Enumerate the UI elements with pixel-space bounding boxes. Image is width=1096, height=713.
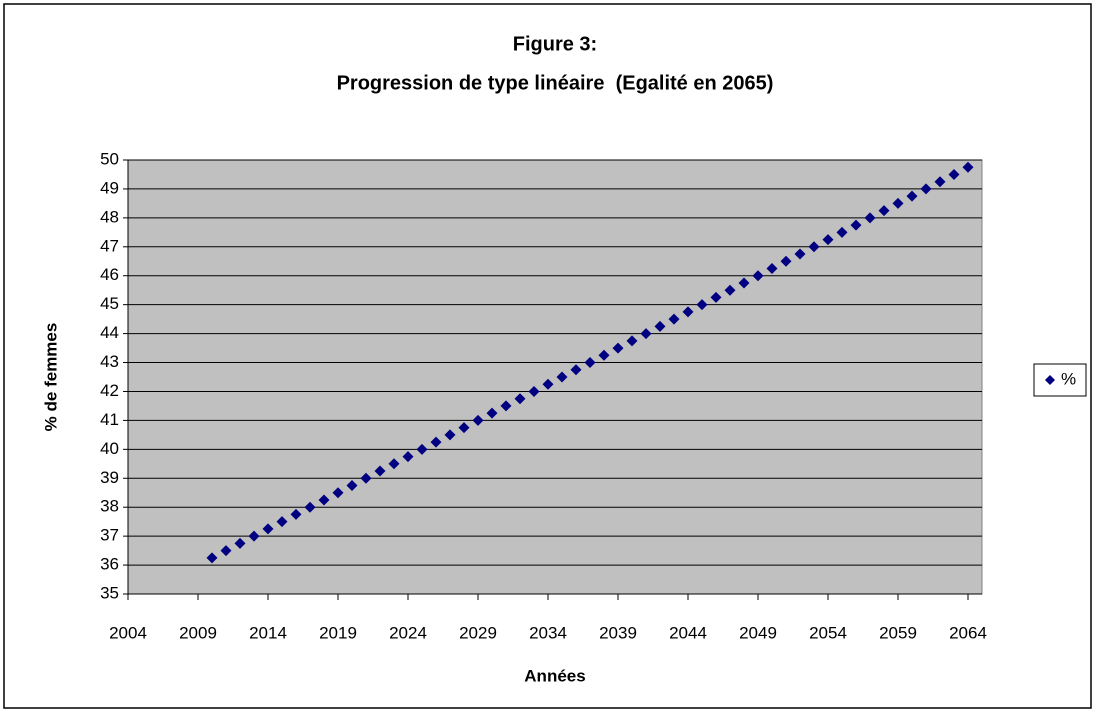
point [654,320,666,332]
y-tick-label: 47 [100,236,119,255]
x-tick-label: 2019 [319,623,357,642]
point [948,168,960,180]
point [808,241,820,253]
point [332,487,344,499]
point [388,458,400,470]
point [430,436,442,448]
y-tick-label: 50 [100,149,119,168]
point [402,451,414,463]
point [290,508,302,520]
x-tick-label: 2064 [949,623,987,642]
point [794,248,806,260]
point [766,263,778,274]
point [962,161,974,173]
point [710,291,722,303]
x-tick-label: 2034 [529,623,567,642]
x-tick-label: 2044 [669,623,707,642]
point [598,349,610,361]
y-tick-label: 48 [100,207,119,226]
x-tick-label: 2004 [109,623,147,642]
point [612,342,624,354]
point [850,219,862,231]
y-tick-label: 37 [100,526,119,545]
y-tick-label: 43 [100,352,119,371]
point [206,552,218,564]
x-tick-label: 2054 [809,623,847,642]
point [640,328,652,340]
y-tick-label: 39 [100,468,119,487]
point [906,190,918,202]
point [752,270,764,282]
point [864,212,876,224]
legend-label: % [1061,369,1076,388]
y-tick-label: 40 [100,439,119,458]
point [458,422,470,434]
y-tick-label: 41 [100,410,119,429]
point [486,407,498,419]
legend-marker [1045,375,1055,385]
point [570,364,582,376]
point [542,378,554,390]
point [892,197,904,209]
point [696,299,708,311]
point [934,176,946,188]
y-tick-label: 44 [100,323,119,342]
point [276,516,288,528]
point [360,472,372,484]
point [500,400,512,412]
point [584,357,596,369]
x-axis-label: Années [524,666,585,685]
point [738,277,750,289]
y-tick-label: 36 [100,555,119,574]
chart-title: Progression de type linéaire (Egalité en… [337,72,774,94]
y-tick-label: 46 [100,265,119,284]
point [822,234,834,246]
y-tick-label: 35 [100,583,119,602]
y-tick-label: 38 [100,497,119,516]
point [780,255,792,267]
point [220,545,232,557]
point [444,429,456,441]
y-tick-label: 42 [100,381,119,400]
x-tick-label: 2059 [879,623,917,642]
x-tick-label: 2049 [739,623,777,642]
legend-box [1033,363,1087,397]
point [878,205,890,217]
x-tick-label: 2009 [179,623,217,642]
y-tick-label: 45 [100,294,119,313]
point [416,443,428,455]
point [724,284,736,296]
point [682,306,694,318]
point [626,335,638,347]
x-tick-label: 2029 [459,623,497,642]
x-tick-label: 2039 [599,623,637,642]
point [668,313,680,325]
point [836,226,848,238]
chart-title: Figure 3: [513,33,597,55]
point [528,385,540,397]
point [318,494,330,506]
point [920,183,932,195]
point [556,371,568,383]
point [262,523,274,535]
y-tick-label: 49 [100,178,119,197]
point [248,530,260,542]
point [472,414,484,426]
y-axis-label: % de femmes [41,323,60,432]
point [346,480,358,491]
point [234,537,246,549]
point [304,501,316,513]
point [374,465,386,477]
x-tick-label: 2014 [249,623,287,642]
x-tick-label: 2024 [389,623,427,642]
point [514,393,526,405]
